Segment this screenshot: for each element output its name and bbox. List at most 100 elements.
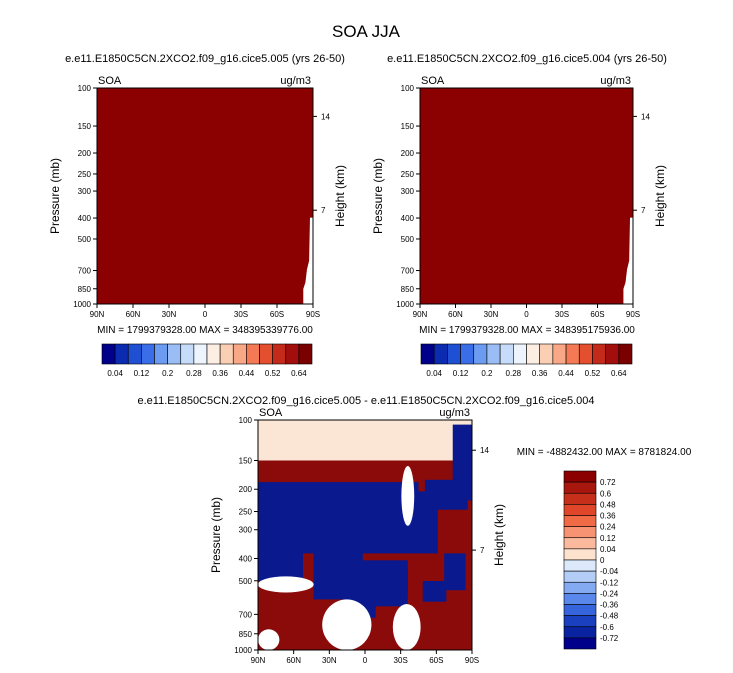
panel-2-y-tick-label: 400: [401, 214, 415, 223]
panel-3-y-tick-label: 700: [239, 610, 253, 619]
panel-2-units-label: ug/m3: [600, 75, 631, 87]
panel-1-x-tick-label: 60S: [270, 310, 284, 319]
panel-1-colorbar-box: [298, 343, 313, 365]
panel-1-colorbar-box: [154, 343, 168, 365]
panel-3-colorbar-label: -0.12: [600, 578, 619, 587]
panel-2-colorbar-label: 0.28: [506, 369, 522, 378]
panel-3-y-tick-label: 250: [239, 508, 253, 517]
panel-3-negative-region: [452, 424, 472, 501]
panel-1-colorbar-label: 0.44: [239, 369, 255, 378]
panel-1-height-tick-label: 7: [321, 206, 326, 215]
panel-1-colorbar-label: 0.2: [162, 369, 174, 378]
panel-1-colorbar-box: [101, 343, 116, 365]
panel-3-y-tick-label: 850: [239, 630, 253, 639]
panel-2-colorbar-label: 0.36: [532, 369, 548, 378]
panel-3-colorbar-label: -0.36: [600, 601, 619, 610]
panel-3-colorbar-label: 0.6: [600, 489, 612, 498]
panel-2-colorbar-box: [499, 343, 514, 365]
panel-2-field: [420, 88, 633, 304]
panel-2-y-tick-label: 100: [401, 84, 415, 93]
panel-3-colorbar-label: 0.72: [600, 478, 616, 487]
panel-3-y-tick-label: 300: [239, 526, 253, 535]
panel-2-y-tick-label: 700: [401, 267, 415, 276]
panel-2-colorbar-box: [513, 343, 527, 365]
panel-2-x-tick-label: 90N: [413, 310, 428, 319]
panel-3-colorbar-box: [563, 593, 597, 605]
panel-3-colorbar-label: -0.72: [600, 634, 619, 643]
panel-2-colorbar-box: [592, 343, 606, 365]
panel-1-colorbar-label: 0.52: [265, 369, 281, 378]
panel-2-colorbar-box: [420, 343, 435, 365]
panel-3-colorbar-label: 0.48: [600, 500, 616, 509]
panel-3-missing-region: [322, 599, 372, 650]
panel-3-x-tick-label: 90N: [251, 656, 266, 665]
panel-3-colorbar-label: 0.24: [600, 523, 616, 532]
panel-3-x-tick-label: 30S: [394, 656, 408, 665]
panel-3-colorbar-box: [563, 492, 597, 505]
panel-1-height-tick-label: 14: [321, 112, 330, 121]
panel-3-y-tick-label: 200: [239, 485, 253, 494]
panel-3-height-tick-label: 7: [480, 546, 485, 555]
panel-1-variable-label: SOA: [98, 75, 122, 87]
panel-1-missing-region: [303, 217, 313, 304]
panel-3-missing-region: [401, 466, 415, 526]
panel-3-colorbar-box: [563, 548, 597, 561]
panel-3-colorbar-box: [563, 581, 597, 594]
panel-3-stats: MIN = -4882432.00 MAX = 8781824.00: [517, 447, 692, 458]
panel-3-missing-region: [258, 629, 280, 650]
panel-3-negative-region: [422, 581, 447, 602]
panel-3-missing-region: [258, 576, 314, 593]
panel-2-y-tick-label: 850: [401, 285, 415, 294]
panel-1-x-tick-label: 0: [203, 310, 208, 319]
panel-2-x-tick-label: 60N: [448, 310, 463, 319]
panel-3-x-tick-label: 60S: [429, 656, 443, 665]
panel-3-colorbar-label: -0.48: [600, 612, 619, 621]
panel-3-colorbar-box: [563, 604, 597, 616]
panel-3-y-tick-label: 100: [239, 416, 253, 425]
panel-2-colorbar-box: [447, 343, 461, 365]
panel-2-colorbar-label: 0.52: [585, 369, 601, 378]
panel-2-field-fill: [420, 88, 633, 304]
panel-3-colorbar-box: [563, 526, 597, 539]
panel-3-colorbar-box: [563, 570, 597, 583]
panel-1-title: e.e11.E1850C5CN.2XCO2.f09_g16.cice5.005 …: [65, 53, 345, 65]
panel-1-y-tick-label: 200: [78, 149, 92, 158]
panel-1-y-tick-label: 1000: [73, 300, 91, 309]
panel-3-title: e.e11.E1850C5CN.2XCO2.f09_g16.cice5.005 …: [137, 395, 594, 407]
panel-2-colorbar-box: [526, 343, 540, 365]
panel-1-colorbar-box: [246, 343, 260, 365]
panel-1-x-tick-label: 90S: [306, 310, 320, 319]
panel-1-x-tick-label: 30N: [162, 310, 177, 319]
panel-3-colorbar-box: [563, 515, 597, 527]
panel-2-stats: MIN = 1799379328.00 MAX = 348395175936.0…: [419, 325, 635, 336]
panel-2-colorbar-label: 0.64: [611, 369, 627, 378]
panel-1-colorbar-box: [285, 343, 300, 365]
panel-2-y-tick-label: 500: [401, 235, 415, 244]
panel-2-colorbar-box: [460, 343, 475, 365]
panel-2-colorbar-label: 0.44: [558, 369, 574, 378]
panel-1-colorbar-box: [232, 343, 247, 365]
panel-3-colorbar-label: 0: [600, 556, 605, 565]
panel-2-height-axis-label: Height (km): [653, 165, 667, 227]
panel-1-y-tick-label: 100: [78, 84, 92, 93]
panel-1-colorbar-label: 0.36: [212, 369, 228, 378]
panel-2-colorbar-box: [605, 343, 620, 365]
panel-1-colorbar-box: [114, 343, 129, 365]
panel-1-x-tick-label: 60N: [126, 310, 141, 319]
panel-3-y-tick-label: 400: [239, 554, 253, 563]
panel-1-y-tick-label: 150: [78, 122, 92, 131]
panel-3-colorbar-box: [563, 615, 597, 628]
panel-3-negative-region: [444, 553, 466, 591]
panel-2-y-tick-label: 1000: [396, 300, 414, 309]
panel-3-colorbar-label: 0.12: [600, 534, 616, 543]
panel-1-y-axis-label: Pressure (mb): [48, 158, 62, 234]
panel-1-units-label: ug/m3: [280, 75, 311, 87]
panel-1-colorbar-label: 0.12: [134, 369, 150, 378]
panel-2-x-tick-label: 30N: [484, 310, 499, 319]
panel-2-x-tick-label: 60S: [590, 310, 604, 319]
panel-1-y-tick-label: 250: [78, 170, 92, 179]
panel-3-negative-region: [373, 500, 387, 547]
panel-1-field-fill: [97, 88, 313, 304]
panel-1-colorbar-box: [193, 343, 208, 365]
panel-2-x-tick-label: 0: [524, 310, 529, 319]
